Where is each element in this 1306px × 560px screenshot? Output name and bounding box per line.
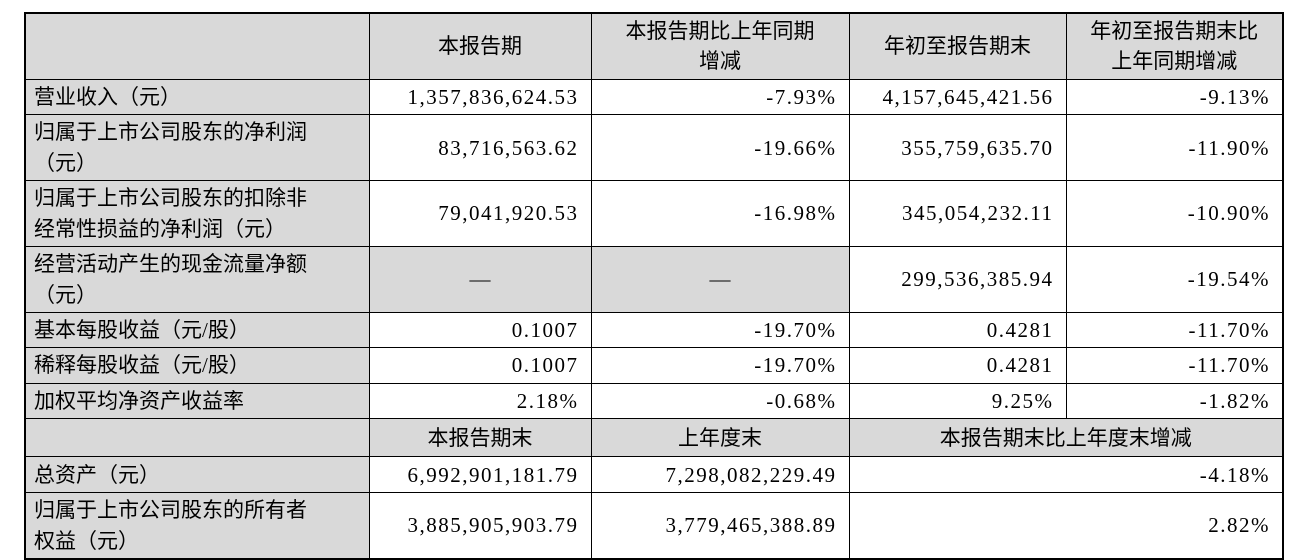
row-label-roe: 加权平均净资产收益率 [24,382,370,420]
row-label-owners-equity: 归属于上市公司股东的所有者 权益（元） [24,492,370,560]
cell-diluted-eps-yoy: -19.70% [590,347,850,384]
header-yoy-change: 本报告期比上年同期 增减 [590,12,850,80]
row-label-cash-flow: 经营活动产生的现金流量净额 （元） [24,246,370,313]
cell-net-profit-period: 83,716,563.62 [368,114,592,182]
key-financials-table: 本报告期 本报告期比上年同期 增减 年初至报告期末 年初至报告期末比 上年同期增… [24,12,1284,560]
cell-net-profit-ytd: 355,759,635.70 [848,114,1067,182]
header-period-end: 本报告期末 [368,418,592,458]
header-current-period: 本报告期 [368,12,592,80]
cell-revenue-yoy: -7.93% [590,78,850,116]
cell-owners-equity-period-end: 3,885,905,903.79 [368,492,592,560]
cell-cash-flow-ytd-yoy: -19.54% [1065,246,1284,313]
cell-diluted-eps-ytd-yoy: -11.70% [1065,347,1284,384]
cell-revenue-period: 1,357,836,624.53 [368,78,592,116]
cell-cash-flow-yoy-dash: — [590,246,850,313]
cell-owners-equity-change: 2.82% [848,492,1284,560]
header-empty-cell [24,12,370,80]
row-label-revenue: 营业收入（元） [24,78,370,116]
cell-basic-eps-ytd-yoy: -11.70% [1065,311,1284,349]
cell-total-assets-period-end: 6,992,901,181.79 [368,456,592,494]
row-operating-cash-flow: 经营活动产生的现金流量净额 （元） — — 299,536,385.94 -19… [24,246,1284,313]
cell-basic-eps-period: 0.1007 [368,311,592,349]
row-label-net-profit-excl: 归属于上市公司股东的扣除非 经常性损益的净利润（元） [24,180,370,248]
cell-roe-yoy: -0.68% [590,382,850,420]
report-page: 本报告期 本报告期比上年同期 增减 年初至报告期末 年初至报告期末比 上年同期增… [24,12,1284,560]
cell-total-assets-change: -4.18% [848,456,1284,494]
cell-revenue-ytd-yoy: -9.13% [1065,78,1284,116]
row-label-net-profit: 归属于上市公司股东的净利润 （元） [24,114,370,182]
cell-net-profit-yoy: -19.66% [590,114,850,182]
cell-revenue-ytd: 4,157,645,421.56 [848,78,1067,116]
cell-net-profit-ytd-yoy: -11.90% [1065,114,1284,182]
cell-net-profit-excl-period: 79,041,920.53 [368,180,592,248]
row-net-profit-excl-nonrecurring: 归属于上市公司股东的扣除非 经常性损益的净利润（元） 79,041,920.53… [24,180,1284,248]
row-diluted-eps: 稀释每股收益（元/股） 0.1007 -19.70% 0.4281 -11.70… [24,347,1284,384]
row-label-basic-eps: 基本每股收益（元/股） [24,311,370,349]
cell-diluted-eps-period: 0.1007 [368,347,592,384]
cell-roe-ytd: 9.25% [848,382,1067,420]
cell-basic-eps-yoy: -19.70% [590,311,850,349]
cell-cash-flow-ytd: 299,536,385.94 [848,246,1067,313]
row-owners-equity: 归属于上市公司股东的所有者 权益（元） 3,885,905,903.79 3,7… [24,492,1284,560]
row-revenue: 营业收入（元） 1,357,836,624.53 -7.93% 4,157,64… [24,78,1284,116]
cell-owners-equity-prior-year-end: 3,779,465,388.89 [590,492,850,560]
row-net-profit: 归属于上市公司股东的净利润 （元） 83,716,563.62 -19.66% … [24,114,1284,182]
header-ytd: 年初至报告期末 [848,12,1067,80]
cell-diluted-eps-ytd: 0.4281 [848,347,1067,384]
row-label-total-assets: 总资产（元） [24,456,370,494]
cell-total-assets-prior-year-end: 7,298,082,229.49 [590,456,850,494]
header-ytd-yoy-change: 年初至报告期末比 上年同期增减 [1065,12,1284,80]
cell-roe-ytd-yoy: -1.82% [1065,382,1284,420]
row-weighted-avg-roe: 加权平均净资产收益率 2.18% -0.68% 9.25% -1.82% [24,382,1284,420]
cell-net-profit-excl-yoy: -16.98% [590,180,850,248]
cell-cash-flow-period-dash: — [368,246,592,313]
row-total-assets: 总资产（元） 6,992,901,181.79 7,298,082,229.49… [24,456,1284,494]
header-period-end-change: 本报告期末比上年度末增减 [848,418,1284,458]
header-prior-year-end: 上年度末 [590,418,850,458]
cell-net-profit-excl-ytd: 345,054,232.11 [848,180,1067,248]
header-row-period: 本报告期 本报告期比上年同期 增减 年初至报告期末 年初至报告期末比 上年同期增… [24,12,1284,80]
header2-empty-cell [24,418,370,458]
row-label-diluted-eps: 稀释每股收益（元/股） [24,347,370,384]
header-row-period-end: 本报告期末 上年度末 本报告期末比上年度末增减 [24,418,1284,458]
row-basic-eps: 基本每股收益（元/股） 0.1007 -19.70% 0.4281 -11.70… [24,311,1284,349]
cell-net-profit-excl-ytd-yoy: -10.90% [1065,180,1284,248]
cell-basic-eps-ytd: 0.4281 [848,311,1067,349]
cell-roe-period: 2.18% [368,382,592,420]
